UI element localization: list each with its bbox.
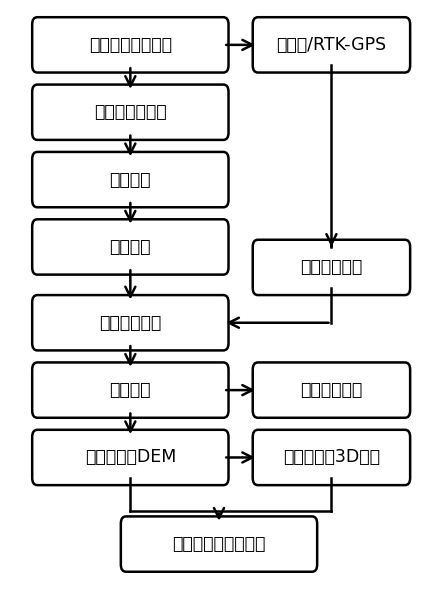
Text: 生成高精度DEM: 生成高精度DEM [85, 449, 176, 466]
FancyBboxPatch shape [253, 430, 410, 485]
FancyBboxPatch shape [32, 219, 229, 274]
Text: 导入照片: 导入照片 [110, 171, 151, 189]
FancyBboxPatch shape [32, 84, 229, 140]
FancyBboxPatch shape [32, 17, 229, 73]
FancyBboxPatch shape [32, 295, 229, 350]
Text: 侵蚀沟近景摄影: 侵蚀沟近景摄影 [94, 103, 167, 121]
Text: 提取侵蚀沟形态参数: 提取侵蚀沟形态参数 [172, 535, 266, 553]
FancyBboxPatch shape [32, 152, 229, 207]
Text: 布设控制点及标靶: 布设控制点及标靶 [89, 36, 172, 54]
Text: 建立密集点云: 建立密集点云 [99, 314, 162, 332]
FancyBboxPatch shape [253, 17, 410, 73]
FancyBboxPatch shape [32, 362, 229, 418]
FancyBboxPatch shape [32, 430, 229, 485]
Text: 对齐照片: 对齐照片 [110, 238, 151, 256]
Text: 生成正射影像: 生成正射影像 [300, 381, 363, 399]
Text: 建立格网: 建立格网 [110, 381, 151, 399]
FancyBboxPatch shape [121, 517, 317, 572]
Text: 水文分析和3D分析: 水文分析和3D分析 [283, 449, 380, 466]
FancyBboxPatch shape [253, 240, 410, 295]
FancyBboxPatch shape [253, 362, 410, 418]
Text: 全站仪/RTK-GPS: 全站仪/RTK-GPS [276, 36, 386, 54]
Text: 检测照片标靶: 检测照片标靶 [300, 259, 363, 276]
